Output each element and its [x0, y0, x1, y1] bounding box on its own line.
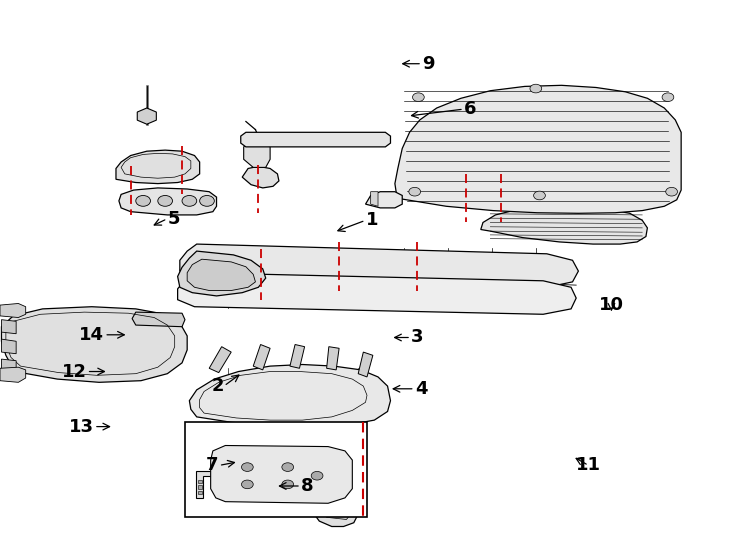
- Circle shape: [530, 84, 542, 93]
- Polygon shape: [1, 307, 187, 382]
- Polygon shape: [242, 166, 279, 188]
- Bar: [198, 485, 202, 489]
- Text: 5: 5: [167, 210, 180, 228]
- Polygon shape: [1, 359, 16, 374]
- Circle shape: [329, 502, 344, 513]
- Polygon shape: [395, 85, 681, 213]
- Polygon shape: [314, 485, 358, 526]
- Circle shape: [282, 480, 294, 489]
- Polygon shape: [290, 345, 305, 368]
- Polygon shape: [189, 364, 390, 427]
- Circle shape: [409, 187, 421, 196]
- Circle shape: [282, 463, 294, 471]
- Text: 6: 6: [464, 100, 476, 118]
- Polygon shape: [1, 339, 16, 354]
- Circle shape: [413, 93, 424, 102]
- Circle shape: [666, 187, 677, 196]
- Text: 3: 3: [411, 328, 424, 347]
- Polygon shape: [1, 320, 16, 334]
- Circle shape: [311, 471, 323, 480]
- Polygon shape: [241, 132, 390, 147]
- Circle shape: [534, 191, 545, 200]
- Circle shape: [136, 195, 150, 206]
- Circle shape: [182, 195, 197, 206]
- Circle shape: [662, 93, 674, 102]
- Polygon shape: [244, 141, 270, 167]
- Polygon shape: [116, 150, 200, 184]
- Text: 14: 14: [79, 326, 104, 344]
- Polygon shape: [253, 345, 270, 370]
- Polygon shape: [481, 206, 647, 244]
- Text: 9: 9: [422, 55, 435, 73]
- Polygon shape: [178, 251, 266, 296]
- Polygon shape: [209, 347, 231, 373]
- Polygon shape: [0, 303, 26, 318]
- Polygon shape: [180, 244, 578, 287]
- Polygon shape: [178, 273, 576, 314]
- Polygon shape: [187, 259, 255, 291]
- Polygon shape: [323, 497, 351, 519]
- Bar: [185, 422, 367, 517]
- Text: 12: 12: [62, 362, 87, 381]
- Polygon shape: [211, 446, 352, 503]
- Text: 1: 1: [366, 211, 378, 230]
- Text: 11: 11: [576, 456, 601, 475]
- Circle shape: [241, 480, 253, 489]
- Polygon shape: [327, 347, 339, 370]
- Polygon shape: [137, 108, 156, 124]
- Circle shape: [241, 463, 253, 471]
- Polygon shape: [196, 471, 213, 498]
- Polygon shape: [366, 192, 402, 208]
- Polygon shape: [132, 312, 185, 327]
- Text: 8: 8: [301, 477, 313, 495]
- Text: 7: 7: [206, 456, 219, 475]
- Text: 13: 13: [69, 417, 94, 436]
- Polygon shape: [0, 367, 26, 382]
- Bar: [198, 480, 202, 483]
- Bar: [198, 491, 202, 494]
- Polygon shape: [371, 192, 378, 206]
- Circle shape: [158, 195, 172, 206]
- Circle shape: [200, 195, 214, 206]
- Polygon shape: [358, 352, 373, 377]
- Polygon shape: [119, 188, 217, 215]
- Text: 10: 10: [599, 296, 624, 314]
- Text: 2: 2: [211, 377, 224, 395]
- Text: 4: 4: [415, 380, 427, 398]
